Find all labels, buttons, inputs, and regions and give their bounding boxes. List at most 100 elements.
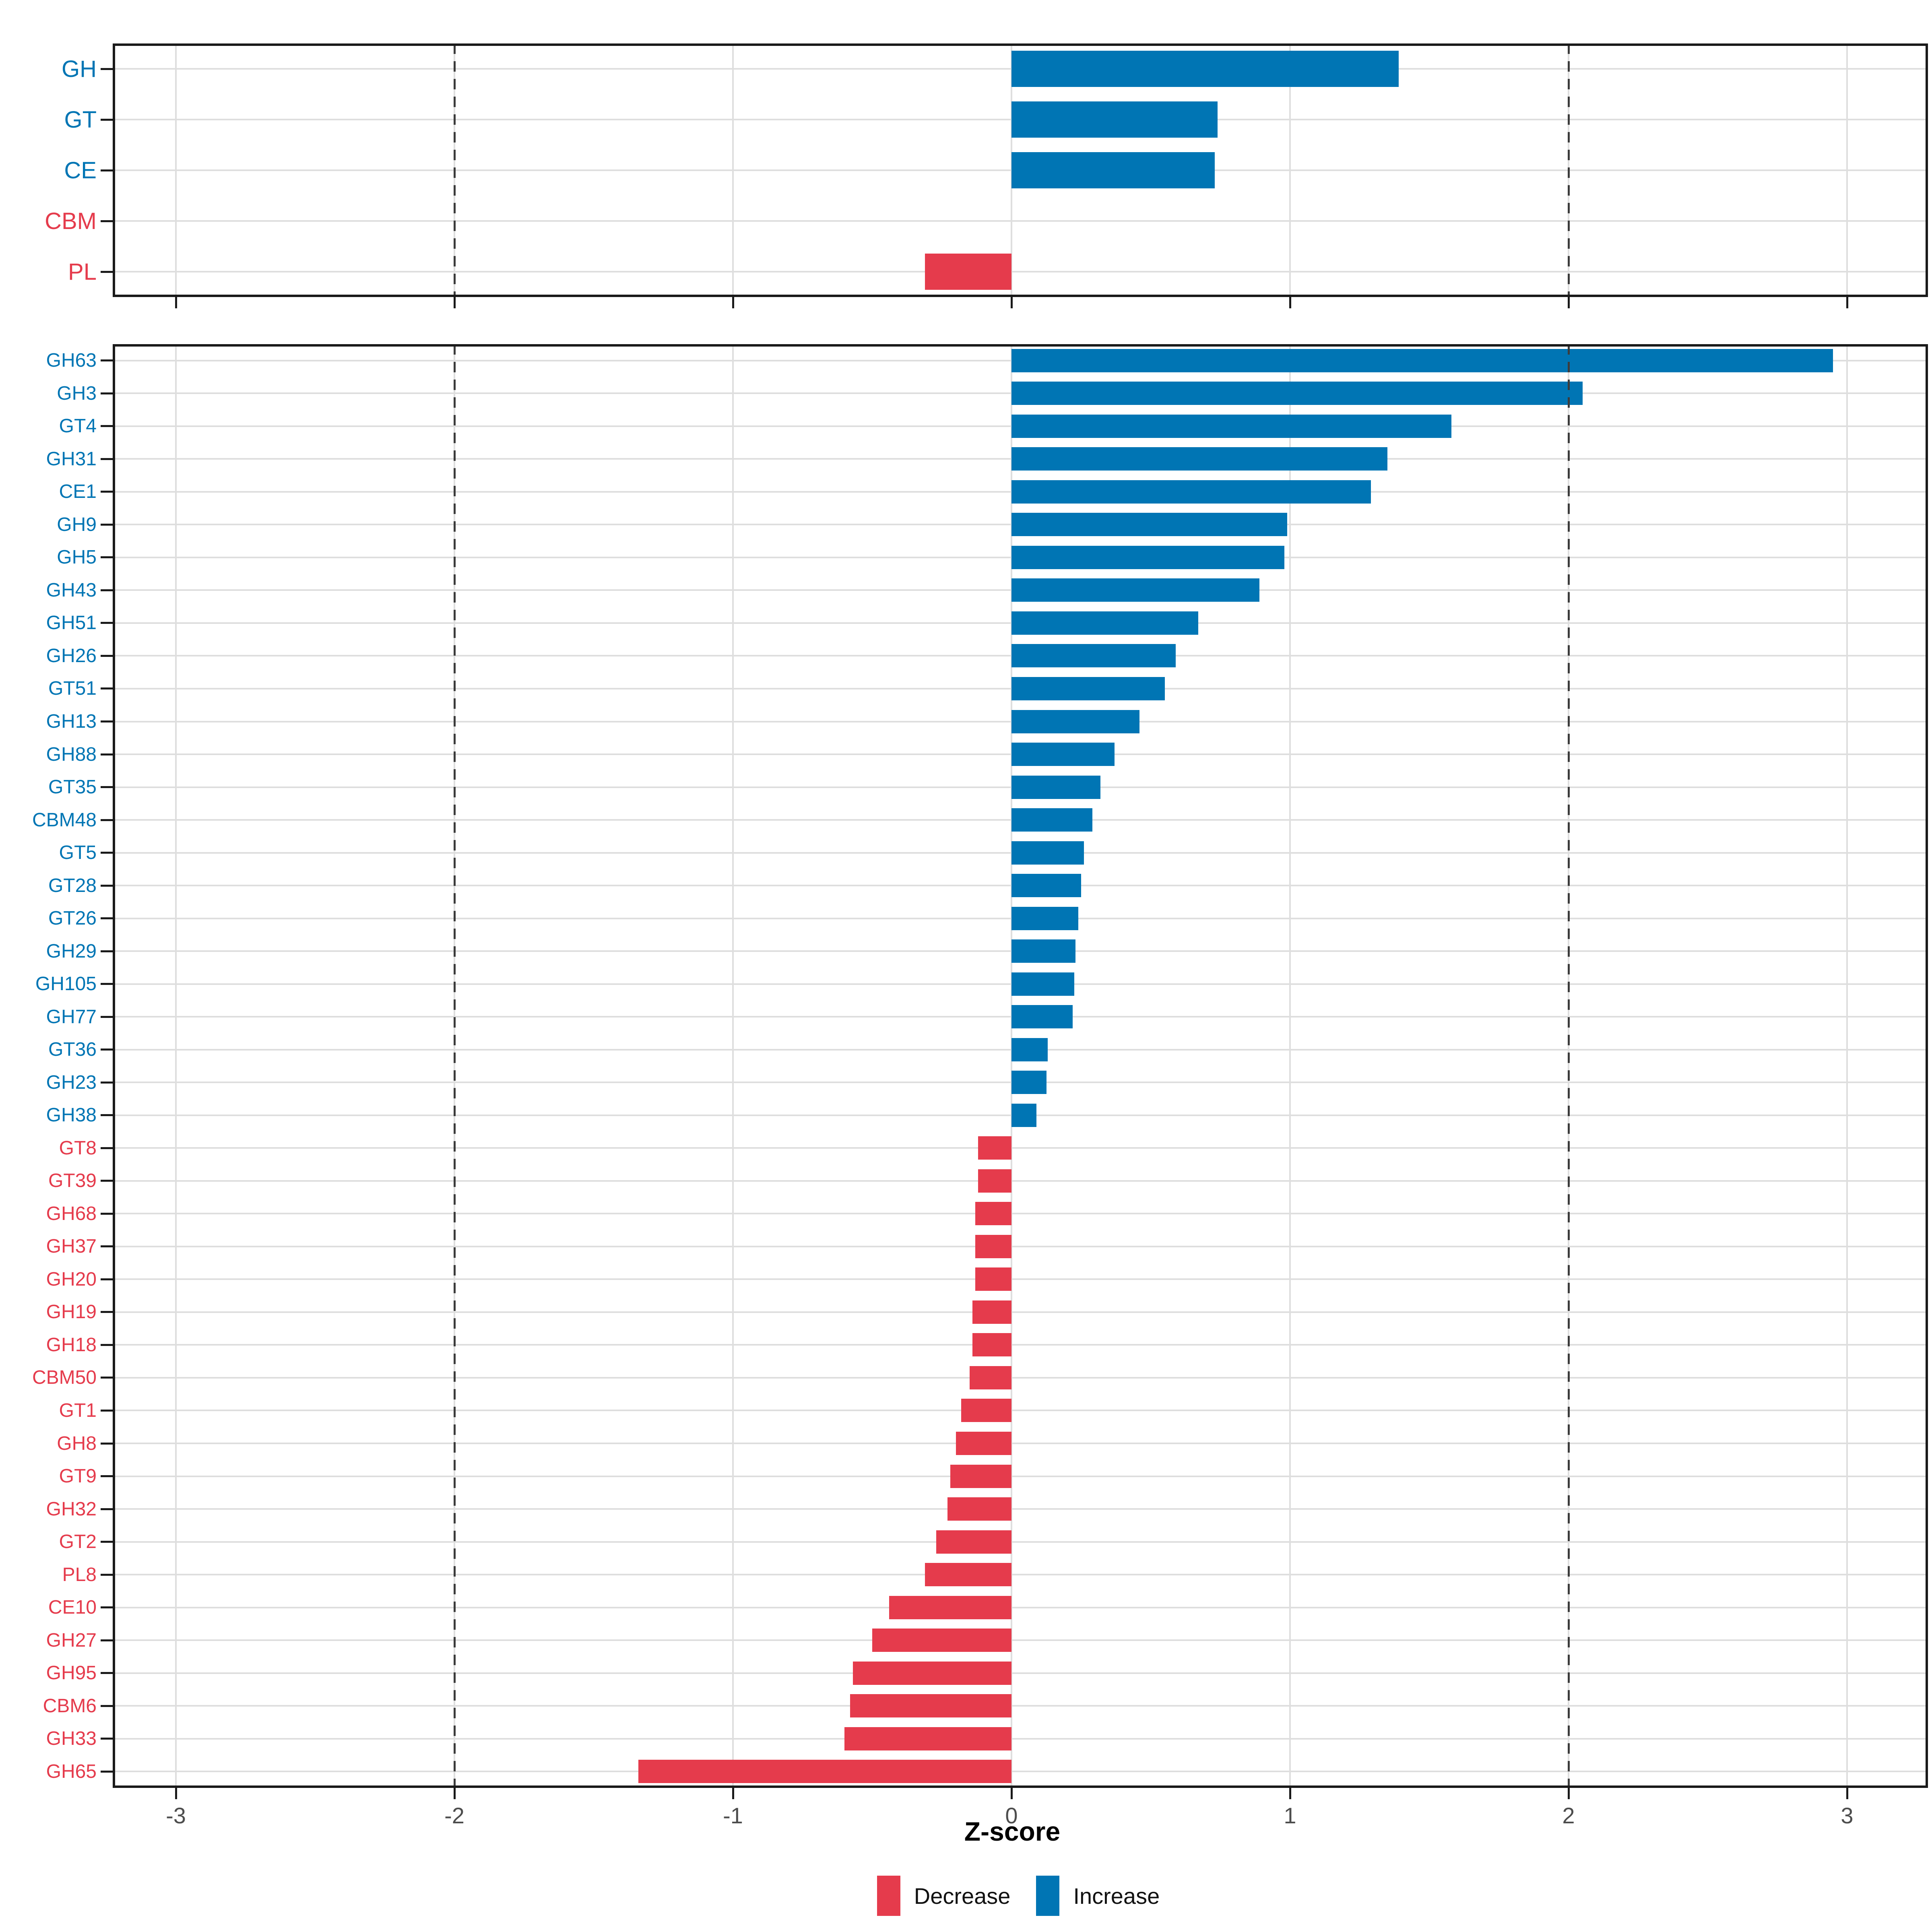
bar-GH77: [1011, 1005, 1073, 1029]
y-axis-label-GT28: GT28: [48, 875, 97, 896]
y-axis-label-GH33: GH33: [46, 1728, 97, 1750]
y-axis-label-PL8: PL8: [62, 1564, 97, 1585]
bar-GH33: [844, 1727, 1011, 1750]
bar-GH: [1011, 51, 1399, 87]
y-axis-tick: [101, 786, 113, 788]
horizontal-gridline: [113, 1278, 1928, 1280]
vertical-gridline: [1289, 344, 1291, 1788]
horizontal-gridline: [113, 1541, 1928, 1543]
x-axis-tick: [1289, 297, 1291, 308]
y-axis-label-GH9: GH9: [57, 514, 97, 535]
horizontal-gridline: [113, 1606, 1928, 1608]
legend-item-increase: Increase: [1036, 1876, 1160, 1916]
y-axis-tick: [101, 169, 113, 171]
horizontal-gridline: [113, 1508, 1928, 1510]
y-axis-tick: [101, 118, 113, 121]
y-axis-tick: [101, 1245, 113, 1248]
y-axis-tick: [101, 1738, 113, 1740]
horizontal-gridline: [113, 1147, 1928, 1149]
x-axis-tick-label: 3: [1841, 1803, 1854, 1828]
y-axis-tick: [101, 1606, 113, 1609]
y-axis-tick: [101, 1212, 113, 1215]
x-axis-tick: [1010, 1788, 1013, 1799]
y-axis-label-GT35: GT35: [48, 776, 97, 798]
y-axis-label-GH32: GH32: [46, 1498, 97, 1520]
y-axis-label-GH18: GH18: [46, 1334, 97, 1356]
y-axis-tick: [101, 687, 113, 690]
vertical-gridline: [175, 344, 177, 1788]
horizontal-gridline: [113, 1410, 1928, 1412]
y-axis-label-GH20: GH20: [46, 1268, 97, 1290]
y-axis-label-GH8: GH8: [57, 1432, 97, 1454]
y-axis-label-GH63: GH63: [46, 350, 97, 372]
y-axis-tick: [101, 1180, 113, 1182]
y-axis-label-GH26: GH26: [46, 645, 97, 667]
bar-GT28: [1011, 874, 1081, 898]
y-axis-label-GT1: GT1: [59, 1399, 97, 1421]
y-axis-label-GH65: GH65: [46, 1761, 97, 1782]
legend-item-decrease: Decrease: [877, 1876, 1010, 1916]
bar-CE: [1011, 152, 1215, 188]
y-axis-label-GH13: GH13: [46, 711, 97, 732]
x-axis-title: Z-score: [964, 1816, 1061, 1846]
y-axis-label-GH5: GH5: [57, 547, 97, 568]
y-axis-label-CE: CE: [64, 157, 97, 184]
horizontal-gridline: [113, 1245, 1928, 1247]
horizontal-gridline: [113, 1672, 1928, 1674]
y-axis-tick: [101, 392, 113, 394]
y-axis-label-GH43: GH43: [46, 579, 97, 601]
horizontal-gridline: [113, 271, 1928, 272]
y-axis-label-GH3: GH3: [57, 382, 97, 404]
bar-CE10: [889, 1596, 1011, 1619]
y-axis-tick: [101, 852, 113, 854]
horizontal-gridline: [113, 1475, 1928, 1477]
dashed-guide-line: [1567, 344, 1570, 1788]
bar-GH20: [975, 1267, 1011, 1291]
y-axis-tick: [101, 1770, 113, 1773]
y-axis-label-GT9: GT9: [59, 1466, 97, 1487]
y-axis-tick: [101, 1147, 113, 1149]
y-axis-tick: [101, 1016, 113, 1018]
x-axis-tick-label: -1: [723, 1803, 743, 1828]
y-axis-tick: [101, 884, 113, 887]
y-axis-label-GT5: GT5: [59, 842, 97, 864]
x-axis-tick-label: -3: [166, 1803, 186, 1828]
panel-cazyme-families: [113, 344, 1928, 1788]
dashed-guide-line: [453, 344, 456, 1788]
y-axis-tick: [101, 983, 113, 985]
vertical-gridline: [1011, 344, 1012, 1788]
y-axis-tick: [101, 1573, 113, 1576]
bar-GH29: [1011, 939, 1076, 963]
y-axis-tick: [101, 1475, 113, 1478]
horizontal-gridline: [113, 1443, 1928, 1444]
x-axis-tick-label: 0: [1005, 1803, 1018, 1828]
y-axis-label-CBM48: CBM48: [32, 809, 97, 831]
x-axis-tick-label: -2: [444, 1803, 464, 1828]
bar-PL8: [925, 1563, 1011, 1587]
y-axis-tick: [101, 622, 113, 624]
y-axis-label-CBM: CBM: [45, 208, 97, 234]
y-axis-label-GT51: GT51: [48, 678, 97, 700]
y-axis-tick: [101, 491, 113, 493]
y-axis-label-GT8: GT8: [59, 1137, 97, 1159]
y-axis-tick: [101, 654, 113, 657]
bar-CE1: [1011, 480, 1371, 504]
x-axis-tick-label: 1: [1284, 1803, 1296, 1828]
horizontal-gridline: [113, 1771, 1928, 1773]
bar-GH31: [1011, 447, 1388, 471]
y-axis-label-CE10: CE10: [48, 1597, 97, 1618]
y-axis-label-GH68: GH68: [46, 1203, 97, 1224]
horizontal-gridline: [113, 1344, 1928, 1346]
bar-GH3: [1011, 382, 1583, 405]
y-axis-label-GH95: GH95: [46, 1662, 97, 1684]
bar-GT: [1011, 101, 1218, 138]
x-axis-tick: [175, 297, 177, 308]
y-axis-label-GT39: GT39: [48, 1170, 97, 1192]
y-axis-tick: [101, 1311, 113, 1313]
y-axis-tick: [101, 1344, 113, 1346]
dashed-guide-line: [1567, 43, 1570, 297]
bar-GT35: [1011, 775, 1101, 799]
bar-GH19: [972, 1300, 1011, 1324]
y-axis-label-CBM6: CBM6: [43, 1695, 97, 1717]
